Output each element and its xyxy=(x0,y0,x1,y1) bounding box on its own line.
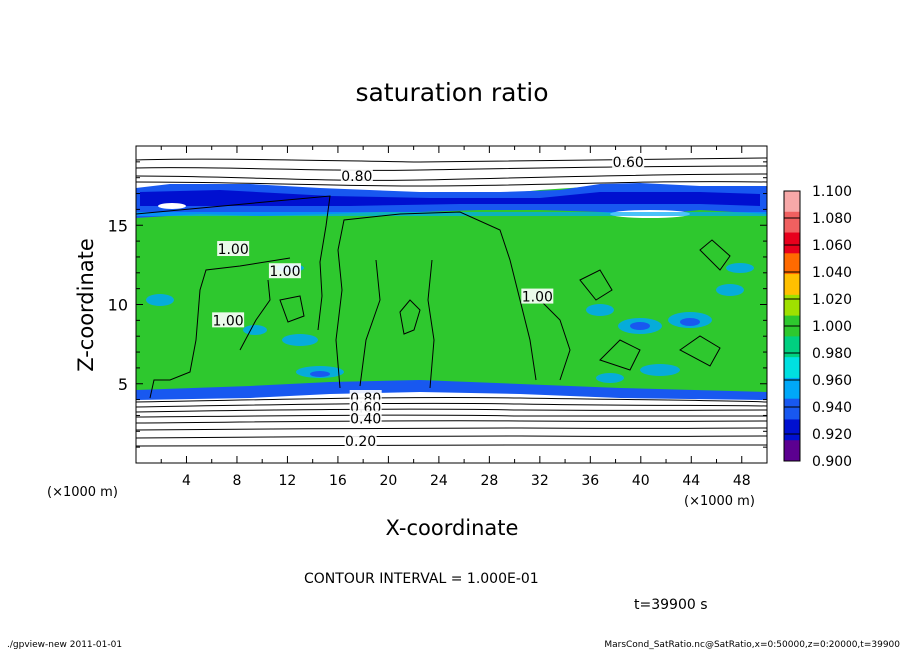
x-tick-label: 32 xyxy=(531,473,549,489)
upper-band-gap xyxy=(158,203,186,209)
contour-label-bg xyxy=(344,432,377,448)
colorbar-label: 0.920 xyxy=(812,427,852,443)
colorbar-label: 0.940 xyxy=(812,400,852,416)
colorbar-label: 1.080 xyxy=(812,211,852,227)
contour-label: 0.80 xyxy=(341,169,372,185)
contour-label-bg xyxy=(340,168,373,184)
contour-lines xyxy=(136,157,767,447)
colorbar-swatch xyxy=(784,274,800,296)
colorbar-swatch xyxy=(784,253,800,275)
colorbar-label: 1.040 xyxy=(812,265,852,281)
colorbar-label: 1.020 xyxy=(812,292,852,308)
colorbar-swatch xyxy=(784,336,800,358)
y-tick-label: 10 xyxy=(108,296,128,315)
lower-ice-band xyxy=(136,380,767,400)
contour-label-bg xyxy=(268,263,301,279)
contour-labels: 0.600.801.001.001.001.000.800.600.400.20 xyxy=(212,153,645,450)
colorbar-swatch xyxy=(784,377,800,400)
x-tick-label: 44 xyxy=(682,473,700,489)
x-axis-label: X-coordinate xyxy=(386,516,519,540)
colorbar: 1.100 1.080 1.060 1.040 1.020 1.000 0.980 0.960… xyxy=(783,184,852,470)
footer-right: MarsCond_SatRatio.nc@SatRatio,x=0:50000,… xyxy=(604,640,900,650)
contour-label: 1.00 xyxy=(213,313,244,329)
colorbar-swatch xyxy=(784,211,800,234)
x-tick-label: 40 xyxy=(632,473,650,489)
contour-label: 0.40 xyxy=(350,412,381,428)
contour-label-bg xyxy=(612,153,645,169)
x-tick-label: 24 xyxy=(430,473,448,489)
x-axis: 4 8 12 16 20 24 28 32 36 40 44 48 xyxy=(160,146,751,489)
colorbar-swatch xyxy=(784,232,800,254)
x-tick-label: 4 xyxy=(182,473,191,489)
y-tick-label: 5 xyxy=(118,375,128,394)
x-tick-label: 16 xyxy=(329,473,347,489)
colorbar-label: 0.980 xyxy=(812,346,852,362)
colorbar-label: 1.060 xyxy=(812,238,852,254)
colorbar-swatch xyxy=(784,440,800,462)
x-tick-label: 8 xyxy=(232,473,241,489)
chart-title: saturation ratio xyxy=(355,78,548,107)
x-tick-label: 20 xyxy=(379,473,397,489)
x-tick-label: 36 xyxy=(581,473,599,489)
x-tick-label: 12 xyxy=(279,473,297,489)
x-tick-label: 28 xyxy=(480,473,498,489)
footer-left: ./gpview-new 2011-01-01 xyxy=(7,640,123,650)
colorbar-label: 0.960 xyxy=(812,373,852,389)
colorbar-swatch xyxy=(784,357,800,379)
contour-interval: CONTOUR INTERVAL = 1.000E-01 xyxy=(304,571,539,587)
contour-label: 0.20 xyxy=(345,434,376,450)
contour-label: 1.00 xyxy=(218,242,249,258)
colorbar-label: 1.100 xyxy=(812,184,852,200)
y-axis-unit: (×1000 m) xyxy=(47,485,118,500)
x-axis-unit: (×1000 m) xyxy=(684,494,755,509)
y-axis: 5 10 15 xyxy=(108,161,767,448)
contour-label: 0.60 xyxy=(613,155,644,171)
colorbar-label: 0.900 xyxy=(812,454,852,470)
contour-label-bg xyxy=(212,312,245,328)
upper-band-edge xyxy=(136,212,767,216)
contour-label: 1.00 xyxy=(522,290,553,306)
y-axis-label: Z-coordinate xyxy=(74,238,98,372)
y-tick-label: 15 xyxy=(108,216,128,235)
time-stamp: t=39900 s xyxy=(634,597,708,613)
colorbar-swatch xyxy=(784,191,800,213)
contour-label-bg xyxy=(217,241,250,257)
contour-label-bg xyxy=(349,410,382,426)
plot-area xyxy=(136,146,767,463)
colorbar-swatch xyxy=(784,419,800,441)
subsaturated-cores xyxy=(310,318,700,377)
contour-label-bg xyxy=(521,288,554,304)
contour-label: 1.00 xyxy=(269,264,300,280)
colorbar-label: 1.000 xyxy=(812,319,852,335)
x-tick-label: 48 xyxy=(733,473,751,489)
colorbar-swatch xyxy=(784,294,800,317)
upper-ice-band-core xyxy=(140,190,760,206)
colorbar-swatch xyxy=(784,398,800,420)
